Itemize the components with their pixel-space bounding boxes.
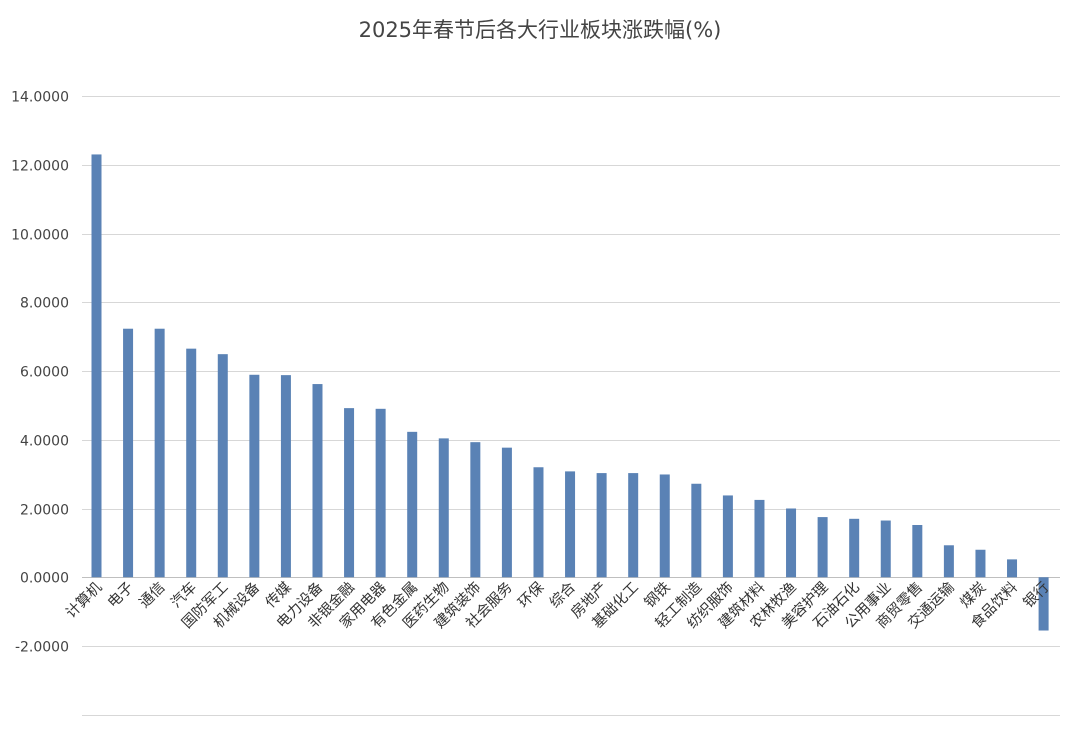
bar-5 — [249, 374, 260, 578]
y-tick-label: 12.0000 — [11, 159, 69, 175]
x-category-label: 计算机 — [63, 578, 106, 621]
bar-17 — [628, 473, 639, 578]
bar-13 — [501, 447, 512, 578]
bar-9 — [375, 408, 386, 578]
bar-19 — [691, 483, 702, 578]
x-category-label: 电子 — [104, 579, 137, 612]
bar-23 — [817, 517, 828, 578]
bar-14 — [533, 467, 544, 578]
bar-2 — [154, 328, 165, 578]
bar-12 — [470, 442, 481, 578]
bar-18 — [659, 474, 670, 578]
bar-6 — [280, 375, 291, 578]
bar-0 — [91, 154, 102, 578]
bar-20 — [722, 495, 733, 578]
y-tick-label: 10.0000 — [11, 228, 69, 244]
bar-22 — [786, 508, 797, 578]
bar-27 — [943, 545, 954, 578]
grid-layer — [82, 96, 1060, 716]
bar-8 — [344, 408, 355, 578]
bar-1 — [123, 328, 134, 578]
bar-24 — [849, 518, 860, 578]
bars — [91, 154, 1049, 631]
y-tick-label: 6.0000 — [20, 365, 69, 381]
y-tick-label: -2.0000 — [15, 640, 69, 656]
bar-7 — [312, 384, 323, 578]
y-tick-label: 14.0000 — [11, 90, 69, 106]
y-tick-label: 2.0000 — [20, 503, 69, 519]
x-category-label: 环保 — [515, 578, 548, 611]
bar-16 — [596, 473, 607, 578]
bar-29 — [1007, 559, 1018, 578]
bar-25 — [880, 520, 891, 578]
y-axis-ticks: 14.0000 12.0000 10.0000 8.0000 6.0000 4.0000 2… — [11, 90, 69, 656]
bar-10 — [407, 431, 418, 578]
bar-11 — [438, 438, 449, 578]
y-tick-label: 4.0000 — [20, 434, 69, 450]
y-tick-label: 0.0000 — [20, 571, 69, 587]
bar-28 — [975, 549, 986, 578]
y-tick-label: 8.0000 — [20, 296, 69, 312]
bar-15 — [565, 471, 576, 578]
bar-26 — [912, 525, 923, 578]
x-category-label: 通信 — [136, 579, 169, 612]
bar-30 — [1038, 577, 1049, 631]
bar-4 — [217, 354, 228, 578]
bar-21 — [754, 499, 765, 578]
chart-title: 2025年春节后各大行业板块涨跌幅(%) — [359, 18, 722, 42]
bar-3 — [186, 348, 197, 578]
